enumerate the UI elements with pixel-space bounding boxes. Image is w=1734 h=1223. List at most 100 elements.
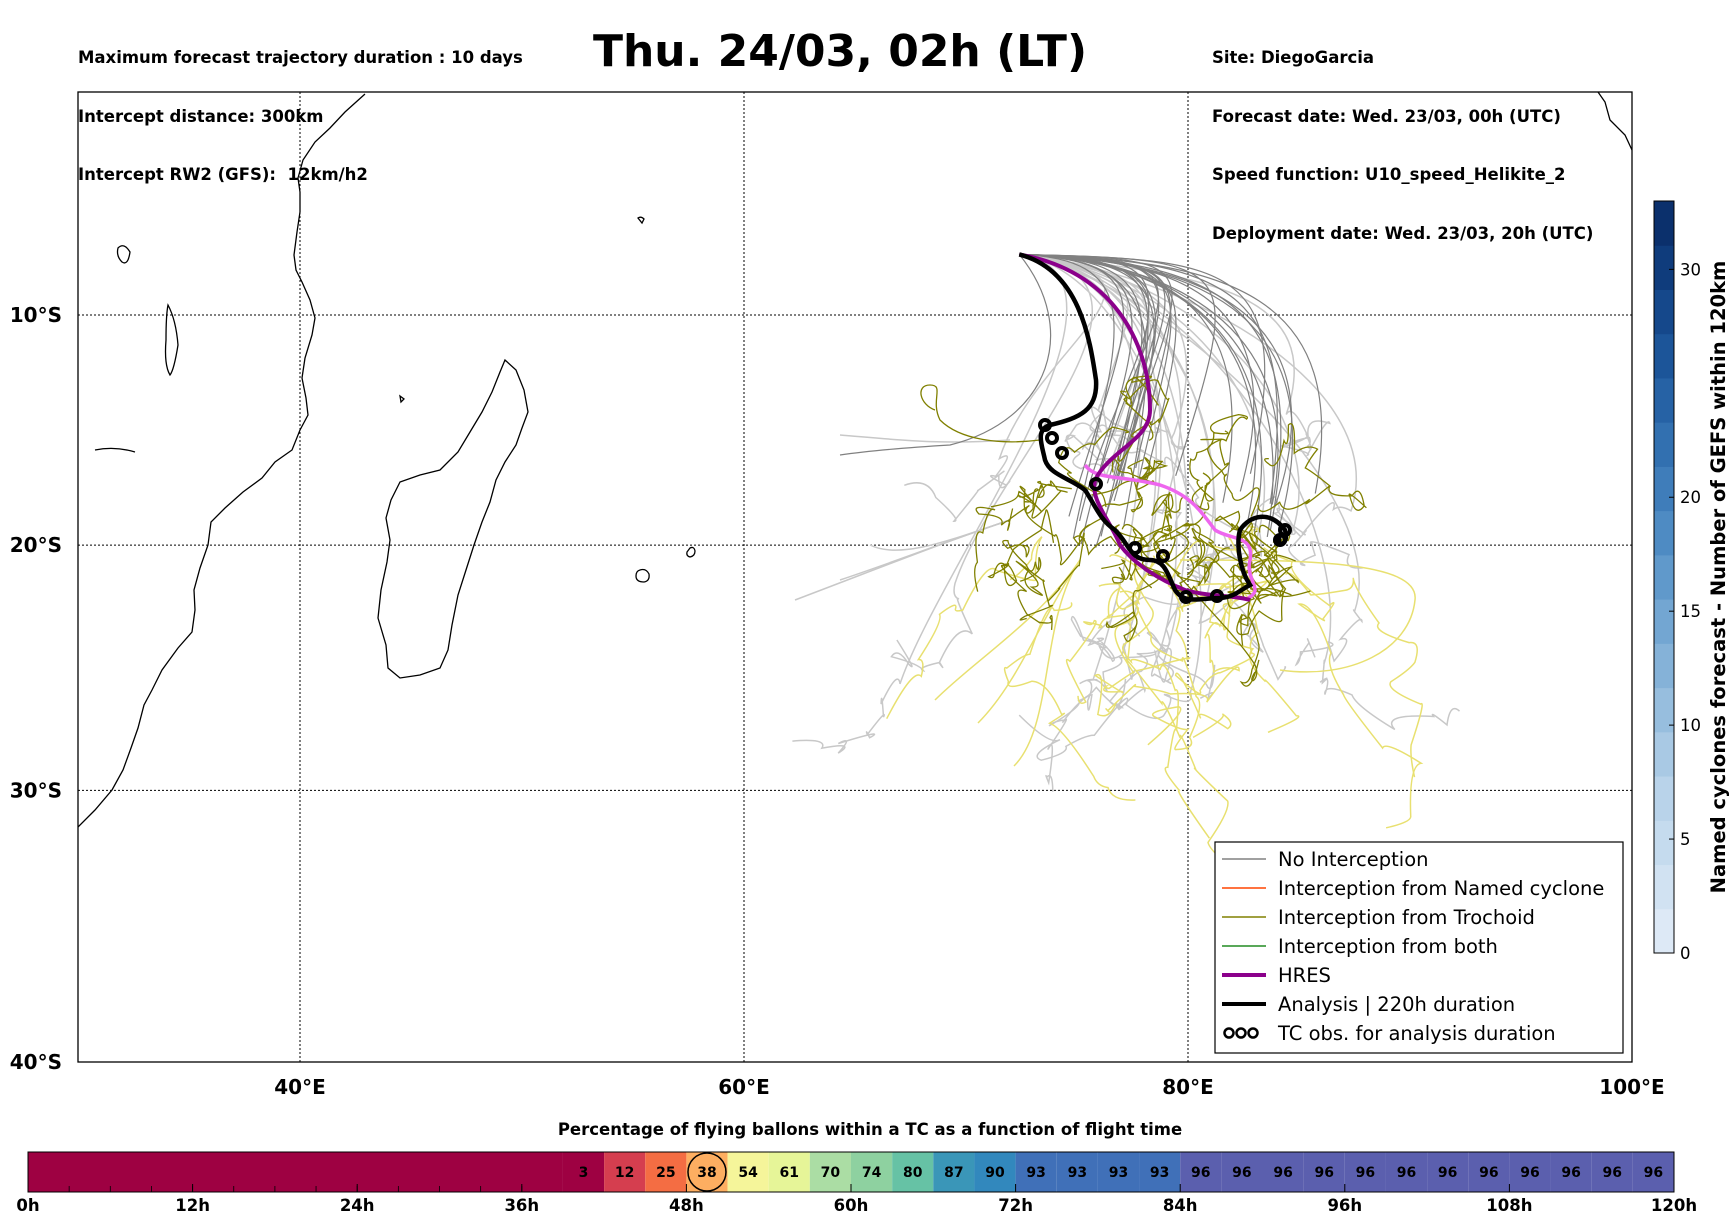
right-colorbar-segment xyxy=(1654,466,1674,512)
light-trajectory xyxy=(1019,253,1188,450)
right-colorbar-segment xyxy=(1654,554,1674,600)
tc-percentage-cell xyxy=(645,1152,687,1192)
tc-percentage-value: 96 xyxy=(1232,1165,1251,1181)
lat-tick-label: 20°S xyxy=(10,533,62,557)
legend-loop-swatch xyxy=(1235,1027,1247,1039)
legend-item: Interception from Trochoid xyxy=(1222,906,1535,929)
trajectory-layer xyxy=(792,252,1461,874)
legend-item: No Interception xyxy=(1222,848,1429,871)
right-colorbar-tick-label: 30 xyxy=(1680,260,1701,279)
cyclone-count-colorbar: 0 5 10 15 20 30 Named cyclones forecast - Numb… xyxy=(1653,200,1730,963)
comoros-sw-islands xyxy=(94,447,136,453)
legend-label: HRES xyxy=(1278,964,1331,987)
right-colorbar-label: Named cyclones forecast - Number of GEFS… xyxy=(1707,261,1730,894)
legend: No Interception Interception from Named c… xyxy=(1214,841,1624,1054)
lon-tick-label: 80°E xyxy=(1162,1075,1214,1099)
legend-loop-swatch xyxy=(1223,1027,1235,1039)
yellow-trajectory xyxy=(1106,555,1240,874)
tc-percentage-value: 93 xyxy=(1150,1165,1169,1181)
right-colorbar-segment xyxy=(1654,643,1674,689)
tc-percentage-colorbar: 3 12 25 38 54 61 70 74 80 87 90 93 93 93 93 96 96 96 96 96 9… xyxy=(16,1151,1697,1215)
current-time-marker xyxy=(687,1152,727,1192)
map-frame xyxy=(77,91,1633,1063)
reunion-island xyxy=(686,546,696,558)
trochoid-trajectory xyxy=(1189,430,1229,502)
light-trajectory xyxy=(1019,253,1363,667)
time-label: 108h xyxy=(1486,1196,1532,1215)
axis-ticks: 40°E 60°E 80°E 100°E 10°S 20°S 30°S 40°S xyxy=(10,303,1665,1099)
trochoid-trajectory xyxy=(1031,480,1072,519)
legend-label: Analysis | 220h duration xyxy=(1278,993,1515,1016)
tc-percentage-cell xyxy=(1591,1152,1633,1192)
tc-obs-loop xyxy=(1278,523,1292,537)
legend-label: Interception from both xyxy=(1278,935,1498,958)
legend-item: TC obs. for analysis duration xyxy=(1223,1022,1556,1045)
legend-item: Interception from both xyxy=(1222,935,1498,958)
light-trajectory xyxy=(1018,253,1202,761)
lat-tick-label: 10°S xyxy=(10,303,62,327)
lon-tick-label: 40°E xyxy=(274,1075,326,1099)
tc-percentage-cell xyxy=(1385,1152,1428,1192)
time-label: 96h xyxy=(1327,1196,1362,1215)
no-interception-trajectory xyxy=(1019,253,1150,522)
trochoid-trajectory xyxy=(1000,563,1053,630)
right-colorbar-segment xyxy=(1654,422,1674,467)
tc-percentage-value: 25 xyxy=(656,1165,675,1181)
tc-percentage-value: 87 xyxy=(944,1165,963,1181)
legend-label: No Interception xyxy=(1278,848,1429,871)
tc-percentage-value: 96 xyxy=(1520,1165,1539,1181)
tc-percentage-cell xyxy=(1468,1152,1510,1192)
bottom-colorbar-title: Percentage of flying ballons within a TC… xyxy=(557,1120,1183,1139)
tc-percentage-cell xyxy=(1303,1152,1345,1192)
tc-percentage-value: 93 xyxy=(1068,1165,1087,1181)
trochoid-trajectory xyxy=(1264,423,1332,488)
right-colorbar-tick-label: 15 xyxy=(1680,602,1701,621)
tc-percentage-value: 90 xyxy=(985,1165,1005,1181)
tc-percentage-cell xyxy=(1221,1152,1263,1192)
tc-percentage-cell xyxy=(562,1152,605,1192)
header-left-line: Intercept RW2 (GFS): 12km/h2 xyxy=(78,165,368,184)
tc-percentage-value: 93 xyxy=(1109,1165,1128,1181)
seychelles-island xyxy=(637,216,645,225)
mozambique-lake xyxy=(164,303,179,377)
light-trajectory xyxy=(890,253,1093,673)
africa-coastline xyxy=(78,93,366,828)
legend-label: Interception from Named cyclone xyxy=(1278,877,1604,900)
tc-percentage-value: 96 xyxy=(1397,1165,1416,1181)
tc-percentage-value: 96 xyxy=(1479,1165,1498,1181)
tc-percentage-cell xyxy=(1262,1152,1304,1192)
light-trajectory xyxy=(839,434,1011,443)
trochoid-trajectory xyxy=(1187,536,1292,596)
tc-percentage-value: 96 xyxy=(1438,1165,1457,1181)
yellow-trajectory xyxy=(1284,572,1423,778)
madagascar-coastline xyxy=(377,358,529,679)
right-colorbar-frame xyxy=(1653,200,1675,954)
tc-obs-loop xyxy=(1045,431,1059,445)
header-right-line: Speed function: U10_speed_Helikite_2 xyxy=(1212,165,1566,184)
comoros-island xyxy=(399,394,405,404)
right-colorbar-tick-label: 5 xyxy=(1680,830,1691,849)
legend-item: Analysis | 220h duration xyxy=(1222,993,1515,1016)
mauritius-island xyxy=(635,568,650,583)
time-label: 72h xyxy=(998,1196,1033,1215)
analysis-trajectory xyxy=(1018,252,1289,602)
tc-percentage-cell xyxy=(1097,1152,1140,1192)
light-trajectory xyxy=(792,253,1068,754)
right-colorbar-segment xyxy=(1654,776,1674,821)
tc-percentage-value: 96 xyxy=(1314,1165,1333,1181)
tc-percentage-cell xyxy=(1344,1152,1386,1192)
tc-percentage-value: 96 xyxy=(1356,1165,1375,1181)
tc-percentage-cell xyxy=(1509,1152,1551,1192)
right-colorbar-tick-label: 20 xyxy=(1680,488,1701,507)
map-title: Thu. 24/03, 02h (LT) xyxy=(592,26,1088,77)
tc-percentage-cell xyxy=(1056,1152,1098,1192)
map-grid xyxy=(78,92,1632,1062)
tc-obs-loop xyxy=(1038,418,1052,432)
tc-percentage-cell xyxy=(604,1152,646,1192)
yellow-trajectory xyxy=(1263,547,1424,829)
lon-tick-label: 100°E xyxy=(1599,1075,1664,1099)
right-colorbar-segment xyxy=(1654,245,1674,290)
header-right-info: Site: DiegoGarcia Forecast date: Wed. 23… xyxy=(1212,9,1593,263)
tc-obs-loop xyxy=(1089,477,1103,491)
